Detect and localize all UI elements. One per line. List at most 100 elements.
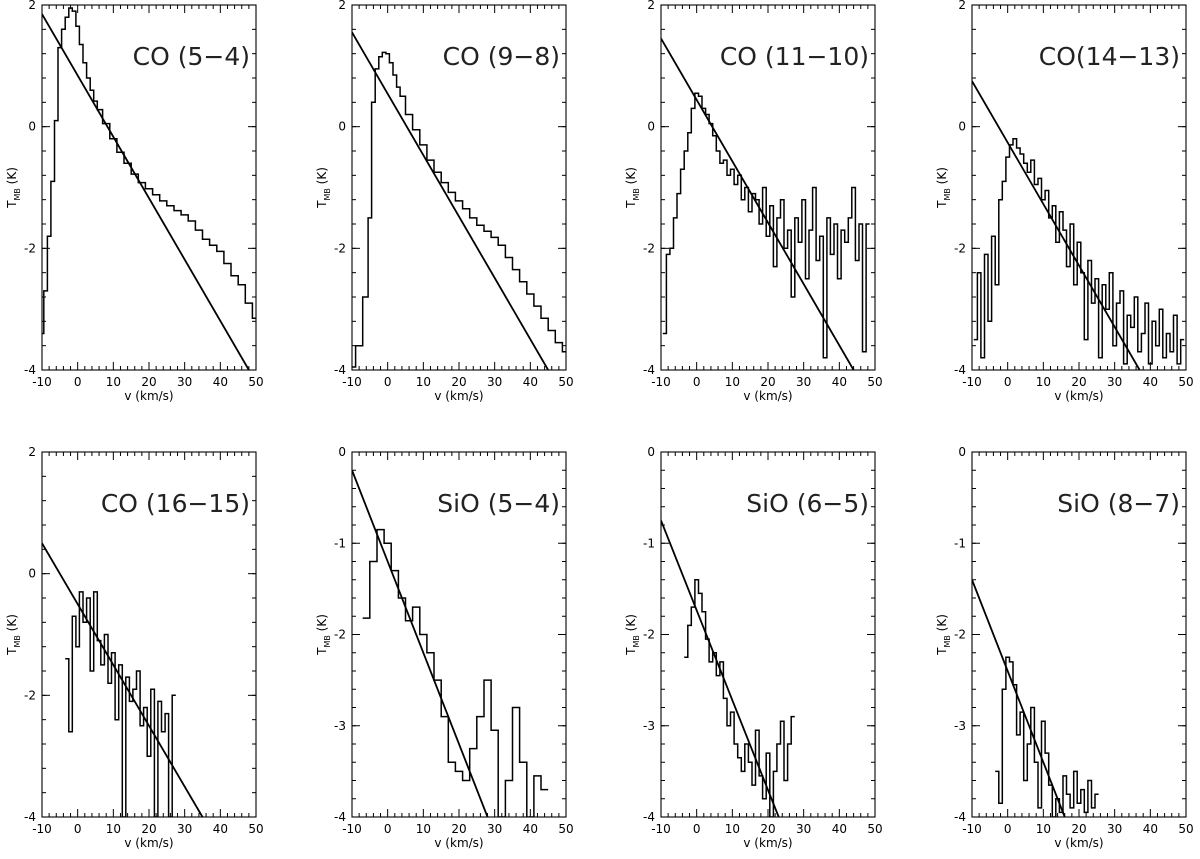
y-tick-label: -2: [24, 688, 36, 702]
spectrum-line: [352, 51, 566, 368]
x-tick-label: 50: [867, 375, 882, 389]
spectrum-line: [995, 656, 1099, 817]
x-tick-label: -10: [651, 822, 671, 836]
x-tick-label: 40: [213, 375, 228, 389]
panel-title: CO(14−13): [1039, 42, 1180, 71]
y-tick-label: -3: [954, 719, 966, 733]
y-tick-label: 0: [647, 445, 655, 459]
x-tick-label: 30: [177, 822, 192, 836]
panel-1: -10 0 10 20 30 40 50 -4 -2 0 2 v (km/s) TMB (K) CO (5…: [5, 0, 264, 403]
y-tick-label: -2: [334, 628, 346, 642]
x-tick-label: -10: [32, 822, 52, 836]
y-axis-label: TMB (K): [5, 614, 22, 656]
x-tick-label: 40: [523, 822, 538, 836]
y-tick-label: 0: [958, 120, 966, 134]
x-axis-label: v (km/s): [434, 389, 483, 403]
x-tick-label: 30: [1107, 375, 1122, 389]
x-tick-label: 50: [1178, 375, 1193, 389]
y-tick-label: -2: [24, 241, 36, 255]
x-tick-label: 0: [1004, 375, 1012, 389]
panel-title: CO (9−8): [443, 42, 560, 71]
spectrum-line: [684, 579, 795, 817]
y-axis-label: TMB (K): [315, 167, 332, 209]
x-axis-label: v (km/s): [124, 389, 173, 403]
fit-line: [42, 542, 204, 817]
x-tick-label: 20: [760, 822, 775, 836]
x-tick-label: 50: [867, 822, 882, 836]
x-tick-label: 40: [832, 822, 847, 836]
panel-5: -10 0 10 20 30 40 50 -4 -2 0 2 v (km/s) TMB (K) CO (1…: [5, 445, 264, 850]
x-tick-label: 10: [416, 375, 431, 389]
y-tick-label: -3: [643, 719, 655, 733]
panel-title: SiO (8−7): [1057, 489, 1180, 518]
x-tick-label: -10: [342, 375, 362, 389]
y-axis-label: TMB (K): [624, 614, 641, 656]
x-tick-label: 10: [416, 822, 431, 836]
y-tick-label: -1: [334, 536, 346, 550]
x-axis-label: v (km/s): [743, 389, 792, 403]
panel-title: CO (11−10): [720, 42, 869, 71]
x-axis-label: v (km/s): [1054, 836, 1103, 850]
x-tick-label: -10: [962, 822, 982, 836]
y-tick-label: -4: [24, 810, 36, 824]
y-axis-label: TMB (K): [624, 167, 641, 209]
y-tick-label: 2: [28, 445, 36, 459]
fit-line: [972, 80, 1141, 370]
panel-4: -10 0 10 20 30 40 50 -4 -2 0 2 v (km/s) TMB (K) CO(14…: [935, 0, 1194, 403]
panel-title: SiO (5−4): [437, 489, 560, 518]
x-tick-label: 30: [487, 822, 502, 836]
x-tick-label: 10: [725, 822, 740, 836]
fit-line: [972, 579, 1066, 817]
y-axis-label: TMB (K): [315, 614, 332, 656]
panel-7: -10 0 10 20 30 40 50-4-3-2-10v (km/s)TMB (K)Si…: [624, 445, 883, 850]
y-tick-label: -4: [24, 363, 36, 377]
x-tick-label: 10: [1036, 822, 1051, 836]
x-tick-label: 0: [1004, 822, 1012, 836]
y-tick-label: -3: [334, 719, 346, 733]
panel-title: SiO (6−5): [746, 489, 869, 518]
y-tick-label: 0: [338, 445, 346, 459]
y-tick-label: -1: [643, 536, 655, 550]
x-axis-label: v (km/s): [743, 836, 792, 850]
x-tick-label: -10: [32, 375, 52, 389]
y-tick-label: 0: [958, 445, 966, 459]
y-tick-label: 2: [958, 0, 966, 12]
x-tick-label: 0: [693, 822, 701, 836]
x-tick-label: 0: [74, 375, 82, 389]
x-axis-label: v (km/s): [434, 836, 483, 850]
y-axis-label: TMB (K): [935, 167, 952, 209]
y-tick-label: -4: [954, 810, 966, 824]
x-axis-label: v (km/s): [124, 836, 173, 850]
x-tick-label: 30: [796, 822, 811, 836]
x-tick-label: 30: [177, 375, 192, 389]
fit-line: [352, 31, 549, 370]
x-tick-label: 20: [451, 375, 466, 389]
x-tick-label: 40: [213, 822, 228, 836]
x-tick-label: 0: [74, 822, 82, 836]
y-tick-label: 2: [338, 0, 346, 12]
fit-line: [42, 13, 250, 370]
panel-title: CO (16−15): [101, 489, 250, 518]
y-tick-label: 2: [647, 0, 655, 12]
x-tick-label: 20: [760, 375, 775, 389]
y-tick-label: -2: [954, 241, 966, 255]
spectrum-line: [42, 7, 256, 335]
y-tick-label: -4: [334, 363, 346, 377]
y-tick-label: -4: [334, 810, 346, 824]
y-tick-label: 0: [338, 120, 346, 134]
y-tick-label: -2: [334, 241, 346, 255]
x-tick-label: 20: [1071, 822, 1086, 836]
y-tick-label: -2: [643, 241, 655, 255]
panel-8: -10 0 10 20 30 40 50-4-3-2-10v (km/s)TMB (K)Si…: [935, 445, 1194, 850]
panel-2: -10 0 10 20 30 40 50 -4 -2 0 2 v (km/s) TMB (K) CO (9…: [315, 0, 574, 403]
x-tick-label: 0: [693, 375, 701, 389]
y-tick-label: -1: [954, 536, 966, 550]
x-tick-label: 20: [141, 375, 156, 389]
fit-line: [661, 38, 855, 370]
x-tick-label: -10: [342, 822, 362, 836]
y-tick-label: 2: [28, 0, 36, 12]
x-tick-label: -10: [962, 375, 982, 389]
x-tick-label: 20: [1071, 375, 1086, 389]
panel-title: CO (5−4): [133, 42, 250, 71]
